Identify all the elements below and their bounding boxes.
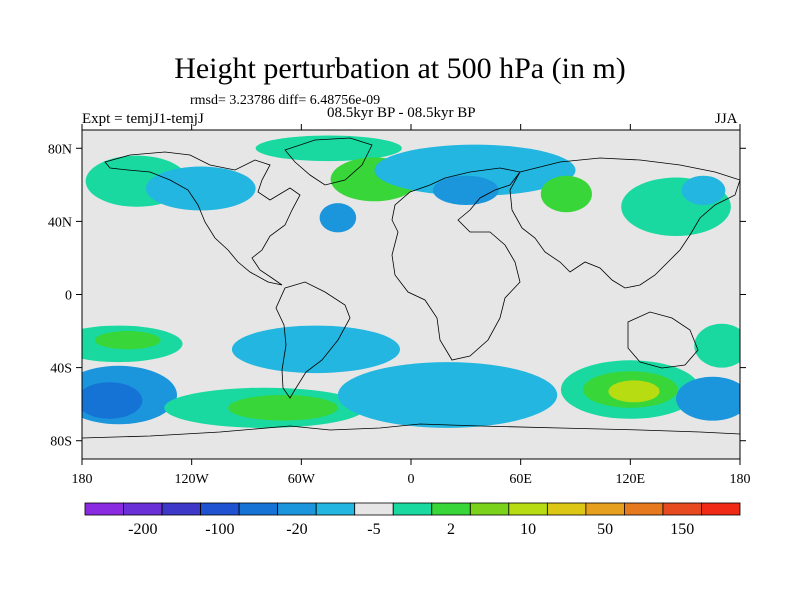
colorbar-swatch — [508, 502, 548, 516]
lat-label: 80N — [48, 142, 72, 157]
contour-blob — [676, 376, 740, 421]
map-area — [82, 130, 740, 459]
lon-label: 60W — [288, 472, 316, 487]
season-label: JJA — [715, 111, 738, 127]
colorbar-label: -100 — [205, 521, 234, 538]
contour-blob — [145, 166, 256, 211]
map-title: Height perturbation at 500 hPa (in m) — [174, 52, 626, 85]
coastlines — [82, 137, 740, 439]
latitude-labels: 80N 40N 0 40S 80S — [48, 142, 72, 449]
contour-blob — [681, 175, 726, 205]
colorbar-swatch — [431, 502, 471, 516]
lon-label: 180 — [730, 472, 751, 487]
colorbar-label: -200 — [128, 521, 157, 538]
colorbar-swatch — [200, 502, 240, 516]
colorbar-label: -20 — [286, 521, 307, 538]
lon-label: 120W — [175, 472, 210, 487]
colorbar — [84, 502, 741, 516]
lon-label: 180 — [72, 472, 93, 487]
colorbar-swatch — [701, 502, 741, 516]
colorbar-swatch — [315, 502, 356, 516]
colorbar-label: -5 — [367, 521, 380, 538]
colorbar-label: 2 — [447, 521, 455, 538]
colorbar-label: 50 — [597, 521, 613, 538]
coastline-asia — [509, 157, 740, 289]
lon-label: 120E — [616, 472, 646, 487]
colorbar-swatch — [469, 502, 510, 516]
colorbar-swatch — [624, 502, 664, 516]
colorbar-label: 150 — [670, 521, 694, 538]
experiment-label: Expt = temjJ1-temjJ — [82, 111, 204, 127]
contour-fills — [82, 135, 740, 428]
colorbar-swatch — [123, 502, 163, 516]
contour-blob — [94, 331, 161, 350]
colorbar-labels: -200 -100 -20 -5 2 10 50 150 — [128, 521, 694, 538]
colorbar-swatch — [84, 502, 124, 516]
contour-blob — [694, 323, 740, 368]
colorbar-swatch — [546, 502, 587, 516]
lat-label: 0 — [65, 289, 72, 304]
coastline-north-america — [104, 151, 301, 286]
axis-ticks — [76, 124, 746, 465]
contour-blob — [228, 395, 338, 421]
contour-blob — [319, 203, 357, 233]
coastline-australia — [627, 311, 699, 369]
coastline-south-america — [275, 281, 351, 399]
colorbar-swatch — [662, 502, 702, 516]
lat-label: 40S — [50, 362, 72, 377]
contour-blob — [608, 380, 660, 403]
colorbar-swatch — [277, 502, 317, 516]
coastline-antarctica — [82, 423, 740, 439]
contour-blob — [231, 325, 401, 374]
stats-text: rmsd= 3.23786 diff= 6.48756e-09 — [190, 93, 381, 108]
period-label: 08.5kyr BP - 08.5kyr BP — [327, 105, 476, 121]
colorbar-label: 10 — [520, 521, 536, 538]
contour-blob — [540, 175, 592, 213]
colorbar-swatch — [585, 502, 625, 516]
lon-label: 60E — [509, 472, 532, 487]
coastline-europe-africa — [391, 167, 521, 361]
lat-label: 40N — [48, 215, 72, 230]
contour-blob — [337, 362, 558, 428]
colorbar-swatch — [392, 502, 433, 516]
colorbar-swatch — [238, 502, 279, 516]
lon-label: 0 — [408, 472, 415, 487]
contour-blob — [374, 144, 576, 196]
colorbar-swatch — [161, 502, 201, 516]
contour-blob — [82, 382, 143, 419]
contour-blob — [255, 135, 402, 162]
contour-blob — [432, 175, 499, 205]
colorbar-swatch — [354, 502, 394, 516]
lat-label: 80S — [50, 435, 72, 450]
coastline-greenland — [284, 137, 373, 186]
longitude-labels: 180 120W 60W 0 60E 120E 180 — [72, 472, 751, 487]
